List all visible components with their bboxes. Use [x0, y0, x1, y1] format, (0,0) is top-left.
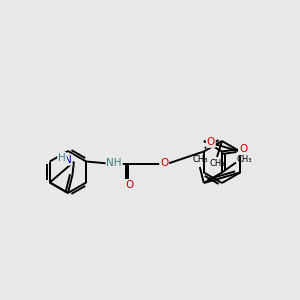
Text: O: O [160, 158, 168, 169]
Text: H: H [58, 153, 66, 163]
Text: CH₃: CH₃ [209, 160, 225, 169]
Text: O: O [125, 181, 133, 190]
Text: CH₃: CH₃ [236, 155, 252, 164]
Text: O: O [239, 145, 247, 154]
Text: O: O [207, 137, 215, 147]
Text: N: N [64, 155, 72, 165]
Text: NH: NH [106, 158, 122, 167]
Text: CH₃: CH₃ [192, 155, 208, 164]
